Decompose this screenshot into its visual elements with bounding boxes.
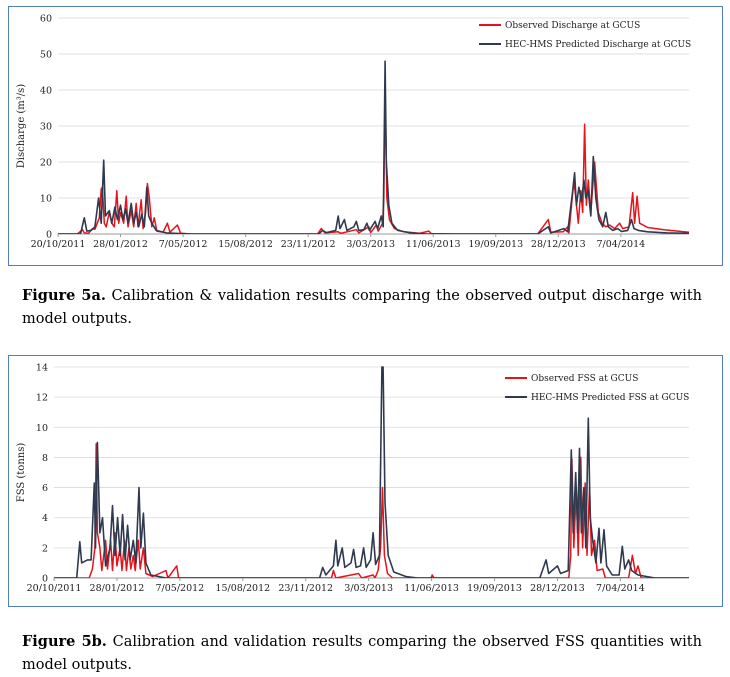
y-tick-label: 2 [42, 543, 48, 554]
series-line-predicted [54, 366, 689, 578]
x-tick-label: 3/03/2013 [346, 239, 395, 250]
y-tick-label: 6 [42, 483, 48, 494]
discharge-chart-panel: 0 10 20 30 40 50 60 20/10/2011 28/01/2012 7/05/20… [8, 6, 723, 266]
figure-5b-text: Calibration and validation results compa… [22, 634, 702, 673]
x-tick-label: 7/04/2014 [596, 239, 645, 250]
x-tick-label: 7/05/2012 [159, 239, 208, 250]
fss-chart: 0 2 4 6 8 10 12 14 20/10/2011 28/01/2012 7/05/2012… [16, 363, 689, 595]
x-tick-label: 3/03/2013 [344, 583, 393, 594]
x-tick-label: 7/05/2012 [156, 583, 205, 594]
y-tick-label: 8 [42, 453, 48, 464]
x-tick-label: 20/10/2011 [27, 583, 82, 594]
y-tick-label: 10 [40, 194, 52, 205]
figure-5a-caption: Figure 5a. Calibration & validation resu… [22, 284, 702, 331]
x-tick-label: 23/11/2012 [281, 239, 336, 250]
legend-label-predicted: HEC-HMS Predicted FSS at GCUS [531, 393, 689, 403]
y-axis-label: Discharge (m³/s) [16, 84, 27, 169]
y-tick-label: 50 [40, 50, 52, 61]
y-axis-label: FSS (tonns) [16, 443, 27, 503]
x-tick-label: 15/08/2012 [215, 583, 270, 594]
y-tick-label: 10 [36, 423, 48, 434]
legend-label-observed: Observed FSS at GCUS [531, 374, 638, 384]
x-tick-label: 23/11/2012 [278, 583, 333, 594]
x-tick-label: 7/04/2014 [596, 583, 645, 594]
y-tick-label: 60 [40, 14, 52, 25]
legend-label-predicted: HEC-HMS Predicted Discharge at GCUS [505, 40, 691, 50]
discharge-chart: 0 10 20 30 40 50 60 20/10/2011 28/01/2012 7/05/20… [16, 14, 691, 251]
x-tick-label: 28/01/2012 [93, 239, 148, 250]
y-tick-label: 4 [42, 513, 48, 524]
x-tick-label: 20/10/2011 [31, 239, 86, 250]
figure-5b-label: Figure 5b. [22, 633, 107, 650]
figure-5a-text: Calibration & validation results compari… [22, 288, 702, 327]
x-tick-label: 28/12/2013 [530, 583, 585, 594]
y-tick-label: 14 [36, 363, 48, 374]
series-line-predicted [58, 60, 689, 234]
figure-5b-caption: Figure 5b. Calibration and validation re… [22, 630, 702, 677]
y-tick-label: 30 [40, 122, 52, 133]
legend-label-observed: Observed Discharge at GCUS [505, 21, 640, 31]
y-tick-label: 20 [40, 158, 52, 169]
y-tick-label: 0 [42, 574, 48, 585]
y-tick-label: 40 [40, 86, 52, 97]
x-tick-label: 15/08/2012 [218, 239, 273, 250]
x-tick-label: 19/09/2013 [468, 239, 523, 250]
x-tick-label: 11/06/2013 [406, 239, 461, 250]
x-tick-label: 19/09/2013 [467, 583, 522, 594]
x-tick-label: 11/06/2013 [404, 583, 459, 594]
x-tick-label: 28/01/2012 [90, 583, 145, 594]
figure-5a-label: Figure 5a. [22, 287, 106, 304]
y-tick-label: 0 [46, 230, 52, 241]
x-tick-label: 28/12/2013 [531, 239, 586, 250]
fss-chart-panel: 0 2 4 6 8 10 12 14 20/10/2011 28/01/2012 7/05/2012… [8, 355, 723, 607]
series-line-observed [54, 443, 689, 578]
y-tick-label: 12 [36, 393, 48, 404]
